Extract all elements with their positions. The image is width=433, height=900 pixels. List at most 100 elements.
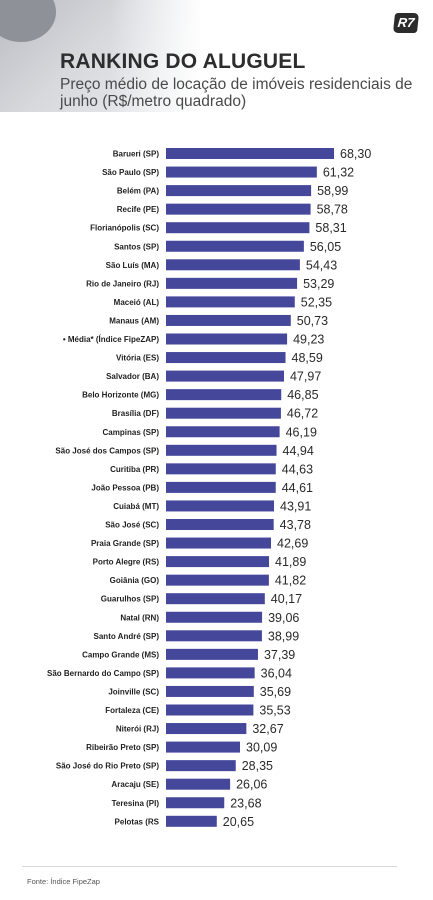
value-label: 44,61 <box>282 481 313 495</box>
bar <box>166 593 265 605</box>
category-label: Rio de Janeiro (RJ) <box>86 279 159 288</box>
category-label: São Paulo (SP) <box>102 168 159 177</box>
page-title: RANKING DO ALUGUEL <box>60 50 306 73</box>
bar <box>166 203 311 215</box>
category-label: • Média* (Índice FipeZAP) <box>63 335 159 344</box>
bar <box>166 741 241 753</box>
r7-logo: R7 <box>392 13 420 33</box>
bar <box>166 630 262 642</box>
value-label: 36,04 <box>261 666 292 680</box>
bar <box>166 296 295 308</box>
value-label: 50,73 <box>297 314 328 328</box>
value-label: 52,35 <box>301 295 332 309</box>
category-label: São José dos Campos (SP) <box>55 446 159 455</box>
value-label: 46,19 <box>286 425 317 439</box>
bar <box>166 556 270 568</box>
category-label: Goiânia (GO) <box>110 576 160 585</box>
value-label: 58,78 <box>317 203 348 217</box>
value-label: 38,99 <box>268 629 299 643</box>
bar <box>166 259 300 271</box>
value-label: 20,65 <box>223 815 254 829</box>
bar <box>166 222 310 234</box>
bar <box>166 537 272 549</box>
category-label: Curitiba (PR) <box>110 465 159 474</box>
category-label: Praia Grande (SP) <box>91 539 159 548</box>
value-label: 41,82 <box>275 574 306 588</box>
category-label: Cuiabá (MT) <box>113 502 159 511</box>
category-label: Florianópolis (SC) <box>90 224 159 233</box>
value-label: 44,94 <box>283 444 314 458</box>
category-label: Brasília (DF) <box>112 409 159 418</box>
value-label: 37,39 <box>264 648 295 662</box>
category-label: Pelotas (RS <box>115 817 160 826</box>
category-label: São José do Rio Preto (SP) <box>56 762 159 771</box>
value-label: 23,68 <box>230 796 261 810</box>
rent-ranking-bar-chart: Barueri (SP) 68,30 São Paulo (SP) 61,32 Belé… <box>47 147 371 829</box>
category-label: Teresina (PI) <box>112 799 160 808</box>
category-label: Campo Grande (MS) <box>82 650 159 659</box>
value-label: 58,99 <box>317 184 348 198</box>
value-label: 48,59 <box>292 351 323 365</box>
bar <box>166 797 225 809</box>
bar <box>166 240 304 252</box>
value-label: 42,69 <box>277 537 308 551</box>
value-label: 43,91 <box>280 499 311 513</box>
value-label: 46,72 <box>287 407 318 421</box>
category-label: São José (SC) <box>105 521 159 530</box>
value-label: 30,09 <box>246 741 277 755</box>
bar <box>166 148 334 159</box>
bar <box>166 352 286 364</box>
source-note: Fonte: Índice FipeZap <box>27 877 100 886</box>
category-label: Salvador (BA) <box>106 372 159 381</box>
value-label: 49,23 <box>293 333 324 347</box>
value-label: 58,31 <box>315 221 346 235</box>
category-label: Recife (PE) <box>117 205 160 214</box>
footer-divider <box>22 866 397 867</box>
bar <box>166 667 255 679</box>
category-label: Maceió (AL) <box>114 298 160 307</box>
category-label: Santos (SP) <box>114 242 159 251</box>
value-label: 54,43 <box>306 258 337 272</box>
value-label: 47,97 <box>290 370 321 384</box>
bar <box>166 426 280 438</box>
value-label: 43,78 <box>280 518 311 532</box>
header-photo-keys <box>0 0 200 112</box>
bar <box>166 166 317 178</box>
category-label: Ribeirão Preto (SP) <box>86 743 159 752</box>
category-label: Aracaju (SE) <box>111 780 159 789</box>
bar <box>166 407 281 419</box>
category-label: Campinas (SP) <box>103 428 160 437</box>
category-label: São Bernardo do Campo (SP) <box>47 669 159 678</box>
bar <box>166 723 247 735</box>
bar <box>166 519 274 530</box>
value-label: 44,63 <box>282 462 313 476</box>
value-label: 39,06 <box>268 611 299 625</box>
category-label: João Pessoa (PB) <box>91 483 159 492</box>
bar <box>166 611 263 623</box>
bar <box>166 574 269 586</box>
bar <box>166 648 258 660</box>
bar <box>166 277 298 289</box>
bar <box>166 760 236 772</box>
value-label: 41,89 <box>275 555 306 569</box>
bar <box>166 463 276 475</box>
category-label: Natal (RN) <box>120 613 159 622</box>
category-label: Guarulhos (SP) <box>101 595 160 604</box>
category-label: Porto Alegre (RS) <box>93 558 160 567</box>
category-label: Joinville (SC) <box>108 687 159 696</box>
category-label: Fortaleza (CE) <box>105 706 159 715</box>
value-label: 68,30 <box>340 147 371 161</box>
category-label: Belém (PA) <box>117 187 159 196</box>
value-label: 35,69 <box>260 685 291 699</box>
bar <box>166 444 277 456</box>
bar <box>166 685 254 697</box>
bar <box>166 815 217 827</box>
bar <box>166 314 291 326</box>
value-label: 61,32 <box>323 166 354 180</box>
value-label: 35,53 <box>259 704 290 718</box>
value-label: 56,05 <box>310 240 341 254</box>
bar <box>166 389 282 401</box>
value-label: 53,29 <box>303 277 334 291</box>
category-label: Manaus (AM) <box>109 316 159 325</box>
category-label: São Luís (MA) <box>106 261 160 270</box>
